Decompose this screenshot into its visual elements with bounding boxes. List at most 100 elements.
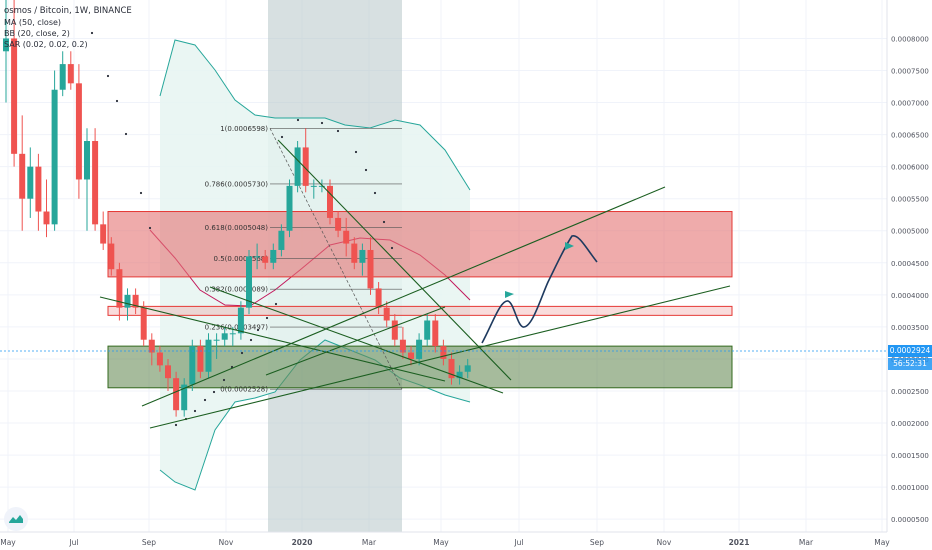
trend-line [149, 285, 731, 429]
candle-body [3, 38, 9, 52]
candle-body [343, 230, 350, 244]
candle-body [440, 346, 447, 359]
candle-body [456, 371, 463, 379]
last-price-label: 0.0002924 [888, 345, 932, 357]
candle-body [11, 38, 18, 154]
y-tick-label: 0.0002500 [891, 388, 929, 396]
y-tick-label: 0.0004500 [891, 260, 929, 268]
x-tick-label: 2021 [729, 538, 750, 547]
y-tick-label: 0.0001000 [891, 484, 929, 492]
sar-dot [364, 168, 368, 172]
candle-body [75, 83, 82, 180]
y-tick-label: 0.0004000 [891, 292, 929, 300]
sar-dot [193, 409, 197, 413]
candle-body [318, 185, 325, 187]
candle-body [310, 185, 317, 187]
candle-body [302, 147, 309, 186]
sar-dot [390, 246, 394, 250]
sar-dot [106, 74, 110, 78]
candle-body [221, 333, 228, 340]
candle-body [27, 166, 34, 199]
y-tick-label: 0.0005500 [891, 196, 929, 204]
candle-body [262, 256, 269, 263]
y-tick-label: 0.0006000 [891, 164, 929, 172]
fib-level-label: 0.236(0.0003497) [205, 324, 269, 332]
sar-dot [240, 351, 244, 355]
candle-body [294, 147, 301, 186]
indicator-ma[interactable]: MA (50, close) [4, 18, 62, 27]
fib-trend-line [269, 128, 403, 390]
candle-body [43, 211, 50, 225]
candle-body [140, 307, 147, 340]
price-zones [107, 211, 733, 389]
candle-body [181, 384, 188, 411]
candle-body [108, 243, 115, 270]
candle-body [213, 339, 220, 341]
candle-body [35, 166, 42, 212]
candle-body [351, 243, 358, 263]
x-tick-label: May [874, 538, 890, 547]
candle-body [254, 256, 261, 258]
candle-body [19, 153, 26, 199]
candle-body [391, 320, 398, 340]
fib-level-label: 0.618(0.0005048) [205, 224, 269, 232]
trend-line [277, 139, 512, 381]
tradingview-logo-icon[interactable] [4, 507, 28, 531]
fib-level-label: 0.382(0.0004089) [205, 286, 269, 294]
indicator-bb[interactable]: BB (20, close, 2) [4, 29, 70, 38]
x-tick-label: 2020 [292, 538, 313, 547]
trend-line [141, 186, 666, 407]
sar-dot [256, 328, 260, 332]
candle-body [124, 294, 131, 308]
y-tick-label: 0.0007000 [891, 100, 929, 108]
y-tick-label: 0.0007500 [891, 68, 929, 76]
candle-body [205, 339, 212, 372]
sar-dot [249, 338, 253, 342]
candle-body [84, 141, 90, 180]
candle-body [165, 365, 171, 379]
candle-body [246, 256, 252, 308]
fib-retracement: 1(0.0006598) 0.786(0.0005730) 0.618(0.0005… [205, 125, 403, 394]
candle-body [327, 185, 333, 218]
y-tick-label: 0.0000500 [891, 516, 929, 524]
projection-drawing [481, 235, 598, 344]
x-tick-label: Jul [68, 538, 78, 547]
x-tick-label: Nov [219, 538, 234, 547]
x-tick-label: Sep [142, 538, 156, 547]
sar-dot [336, 129, 340, 133]
sar-dot [124, 132, 128, 136]
candle-body [464, 365, 471, 372]
indicator-sar[interactable]: SAR (0.02, 0.02, 0.2) [4, 40, 88, 49]
candle-body [116, 269, 123, 308]
bar-countdown-label: 56:52:31 [888, 358, 932, 370]
fib-level-label: 0(0.0002528) [220, 386, 268, 394]
candle-body [92, 141, 99, 225]
sar-dot [265, 316, 269, 320]
x-tick-label: Sep [590, 538, 604, 547]
parabolic-sar [90, 31, 394, 427]
candle-body [335, 217, 342, 231]
candle-body [173, 378, 180, 411]
candle-body [424, 320, 431, 340]
candle-body [189, 346, 196, 385]
candle-body [237, 307, 244, 334]
candle-body [67, 64, 74, 84]
candle-body [383, 307, 390, 321]
candle-body [375, 288, 382, 308]
y-tick-label: 0.0005000 [891, 228, 929, 236]
candle-body [432, 320, 439, 347]
candle-body [367, 249, 374, 289]
candle-body [59, 64, 66, 90]
flag-icon [505, 291, 514, 298]
sar-dot [115, 99, 119, 103]
sar-dot [296, 118, 300, 122]
candle-body [100, 224, 107, 244]
sar-dot [203, 398, 207, 402]
sar-dot [320, 121, 324, 125]
y-tick-label: 0.0008000 [891, 35, 929, 43]
fib-level-label: 0.5(0.0004568) [214, 255, 269, 263]
candles [3, 0, 471, 417]
candle-body [148, 339, 155, 353]
